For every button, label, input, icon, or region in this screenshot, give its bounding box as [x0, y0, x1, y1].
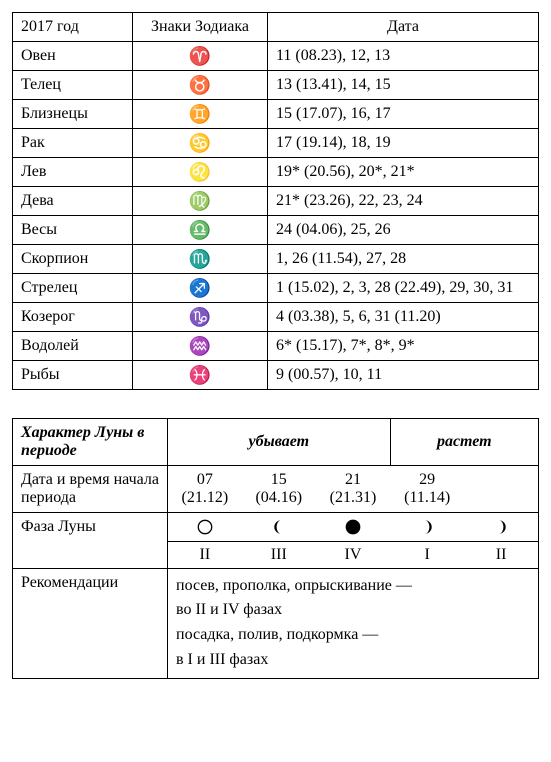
zodiac-row: Весы♎24 (04.06), 25, 26 — [13, 216, 539, 245]
moon-recommendations-row: Рекомендации посев, прополка, опрыскиван… — [13, 568, 539, 678]
moon-period-day: 15 — [271, 471, 287, 488]
moon-phase-first-quarter-icon — [419, 519, 435, 535]
zodiac-row: Лев♌19* (20.56), 20*, 21* — [13, 158, 539, 187]
zodiac-date: 13 (13.41), 14, 15 — [268, 71, 539, 100]
recommendation-line: в I и III фазах — [176, 651, 268, 668]
zodiac-row: Рак♋17 (19.14), 18, 19 — [13, 129, 539, 158]
moon-waning-label: убывает — [168, 419, 391, 466]
zodiac-date: 15 (17.07), 16, 17 — [268, 100, 539, 129]
leo-icon: ♌ — [133, 158, 268, 187]
pisces-icon: ♓ — [133, 361, 268, 390]
moon-period-1: 15 (04.16) — [242, 466, 316, 513]
aries-icon: ♈ — [133, 42, 268, 71]
libra-icon: ♎ — [133, 216, 268, 245]
zodiac-row: Телец♉13 (13.41), 14, 15 — [13, 71, 539, 100]
zodiac-date: 9 (00.57), 10, 11 — [268, 361, 539, 390]
gemini-icon: ♊ — [133, 100, 268, 129]
moon-period-time: (21.31) — [330, 489, 377, 506]
moon-phase-2 — [316, 513, 390, 542]
moon-phase-1 — [242, 513, 316, 542]
moon-phase-label: Фаза Луны — [13, 513, 168, 542]
moon-recommendations-label: Рекомендации — [13, 568, 168, 678]
zodiac-date: 1 (15.02), 2, 3, 28 (22.49), 29, 30, 31 — [268, 274, 539, 303]
moon-period-time: (04.16) — [255, 489, 302, 506]
zodiac-row: Скорпион♏1, 26 (11.54), 27, 28 — [13, 245, 539, 274]
zodiac-name: Рыбы — [13, 361, 133, 390]
zodiac-date: 6* (15.17), 7*, 8*, 9* — [268, 332, 539, 361]
scorpio-icon: ♏ — [133, 245, 268, 274]
moon-phase-row: Фаза Луны — [13, 513, 539, 542]
zodiac-col-year: 2017 год — [13, 13, 133, 42]
zodiac-row: Стрелец♐1 (15.02), 2, 3, 28 (22.49), 29,… — [13, 274, 539, 303]
moon-phase-new-icon — [345, 519, 361, 535]
zodiac-row: Козерог♑4 (03.38), 5, 6, 31 (11.20) — [13, 303, 539, 332]
moon-period-2: 21 (21.31) — [316, 466, 390, 513]
moon-roman-3: I — [390, 541, 464, 568]
zodiac-name: Лев — [13, 158, 133, 187]
zodiac-row: Водолей♒6* (15.17), 7*, 8*, 9* — [13, 332, 539, 361]
moon-waxing-label: растет — [390, 419, 538, 466]
moon-period-3: 29 (11.14) — [390, 466, 464, 513]
virgo-icon: ♍ — [133, 187, 268, 216]
zodiac-name: Скорпион — [13, 245, 133, 274]
zodiac-date: 1, 26 (11.54), 27, 28 — [268, 245, 539, 274]
moon-roman-2: IV — [316, 541, 390, 568]
zodiac-name: Водолей — [13, 332, 133, 361]
moon-roman-empty — [13, 541, 168, 568]
moon-phase-first-quarter-icon — [493, 519, 509, 535]
moon-roman-1: III — [242, 541, 316, 568]
moon-phase-last-quarter-icon — [271, 519, 287, 535]
moon-header-row: Характер Луны в периоде убывает растет — [13, 419, 539, 466]
zodiac-row: Близнецы♊15 (17.07), 16, 17 — [13, 100, 539, 129]
zodiac-date: 4 (03.38), 5, 6, 31 (11.20) — [268, 303, 539, 332]
moon-period-time: (21.12) — [182, 489, 229, 506]
zodiac-col-sign: Знаки Зодиака — [133, 13, 268, 42]
taurus-icon: ♉ — [133, 71, 268, 100]
zodiac-date: 17 (19.14), 18, 19 — [268, 129, 539, 158]
moon-recommendations-text: посев, прополка, опрыскивание — во II и I… — [168, 568, 539, 678]
zodiac-date: 21* (23.26), 22, 23, 24 — [268, 187, 539, 216]
recommendation-line: посадка, полив, подкормка — — [176, 626, 378, 643]
zodiac-name: Козерог — [13, 303, 133, 332]
zodiac-header-row: 2017 год Знаки Зодиака Дата — [13, 13, 539, 42]
zodiac-row: Рыбы♓9 (00.57), 10, 11 — [13, 361, 539, 390]
cancer-icon: ♋ — [133, 129, 268, 158]
zodiac-name: Дева — [13, 187, 133, 216]
recommendation-line: посев, прополка, опрыскивание — — [176, 577, 412, 594]
moon-period-trailing — [464, 466, 538, 513]
zodiac-name: Овен — [13, 42, 133, 71]
moon-phase-3 — [390, 513, 464, 542]
moon-period-day: 21 — [345, 471, 361, 488]
moon-datetime-label: Дата и время начала периода — [13, 466, 168, 513]
zodiac-col-date: Дата — [268, 13, 539, 42]
moon-period-time: (11.14) — [404, 489, 450, 506]
zodiac-name: Рак — [13, 129, 133, 158]
moon-phase-full-icon — [197, 519, 213, 535]
moon-roman-0: II — [168, 541, 242, 568]
aquarius-icon: ♒ — [133, 332, 268, 361]
zodiac-name: Стрелец — [13, 274, 133, 303]
capricorn-icon: ♑ — [133, 303, 268, 332]
recommendation-line: во II и IV фазах — [176, 601, 282, 618]
zodiac-name: Весы — [13, 216, 133, 245]
moon-character-label: Характер Луны в периоде — [13, 419, 168, 466]
moon-table: Характер Луны в периоде убывает растет Д… — [12, 418, 539, 679]
moon-roman-row: II III IV I II — [13, 541, 539, 568]
sagittarius-icon: ♐ — [133, 274, 268, 303]
zodiac-name: Близнецы — [13, 100, 133, 129]
moon-phase-0 — [168, 513, 242, 542]
zodiac-row: Дева♍21* (23.26), 22, 23, 24 — [13, 187, 539, 216]
zodiac-table: 2017 год Знаки Зодиака Дата Овен♈11 (08.… — [12, 12, 539, 390]
zodiac-row: Овен♈11 (08.23), 12, 13 — [13, 42, 539, 71]
zodiac-date: 24 (04.06), 25, 26 — [268, 216, 539, 245]
moon-phase-trailing — [464, 513, 538, 542]
moon-period-day: 29 — [419, 471, 435, 488]
zodiac-name: Телец — [13, 71, 133, 100]
zodiac-date: 11 (08.23), 12, 13 — [268, 42, 539, 71]
zodiac-date: 19* (20.56), 20*, 21* — [268, 158, 539, 187]
moon-period-0: 07 (21.12) — [168, 466, 242, 513]
moon-period-day: 07 — [197, 471, 213, 488]
moon-roman-trailing: II — [464, 541, 538, 568]
moon-datetime-row: Дата и время начала периода 07 (21.12) 1… — [13, 466, 539, 513]
